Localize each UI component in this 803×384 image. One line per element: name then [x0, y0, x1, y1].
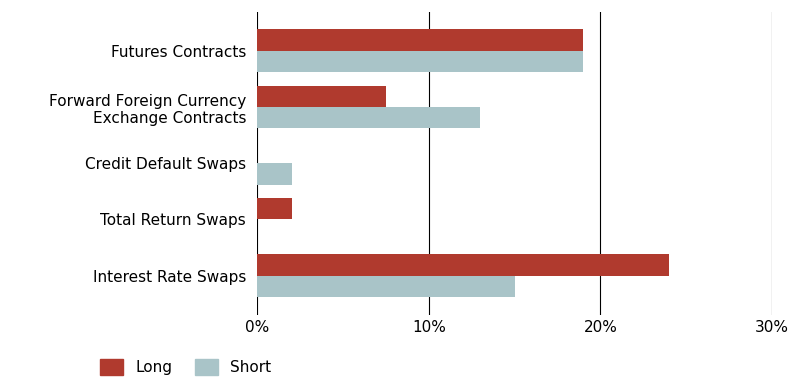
- Bar: [257, 107, 479, 128]
- Bar: [257, 276, 514, 297]
- Bar: [257, 51, 582, 72]
- Bar: [257, 163, 291, 185]
- Bar: [257, 86, 385, 107]
- Legend: Long, Short: Long, Short: [100, 359, 271, 375]
- Bar: [257, 30, 582, 51]
- Bar: [257, 198, 291, 219]
- Bar: [257, 254, 668, 276]
